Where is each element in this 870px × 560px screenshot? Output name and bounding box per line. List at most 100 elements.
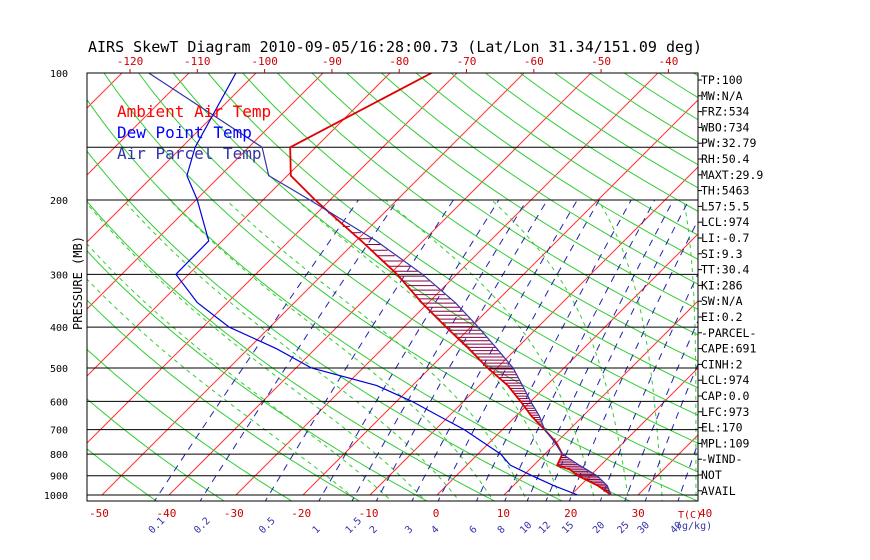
dry-adiabat-line — [103, 73, 698, 501]
mixing-ratio-line — [504, 199, 656, 501]
isotherm-line — [87, 73, 458, 444]
stability-index-label: TH:5463 — [701, 184, 750, 198]
stability-index-label: EI:0.2 — [701, 310, 743, 324]
isotherm-line — [302, 99, 698, 496]
stability-index-label: NOT — [701, 468, 722, 482]
bottom-temperature-tick-label: -30 — [224, 507, 244, 520]
dry-adiabat-line — [87, 150, 564, 501]
mixing-ratio-tick-label: 2 — [368, 524, 380, 536]
dry-adiabat-line — [138, 73, 698, 473]
pressure-tick-label: 600 — [50, 397, 68, 408]
mixing-ratio-line — [526, 199, 674, 501]
bottom-temperature-tick-label: 10 — [497, 507, 510, 520]
top-temperature-tick-label: -40 — [658, 55, 678, 68]
mixing-ratio-unit-label: (g/kg) — [676, 521, 712, 532]
dry-adiabat-line — [277, 73, 698, 362]
mixing-ratio-line — [318, 199, 500, 501]
dry-adiabat-line — [242, 73, 698, 389]
stability-index-label: FRZ:534 — [701, 105, 750, 119]
top-temperature-tick-label: -60 — [524, 55, 544, 68]
isotherm-line — [87, 73, 190, 176]
mixing-ratio-tick-label: 12 — [537, 520, 553, 536]
top-temperature-tick-label: -100 — [251, 55, 278, 68]
bottom-temperature-tick-label: 40 — [699, 507, 712, 520]
moist-adiabat-line — [296, 199, 562, 501]
mixing-ratio-tick-label: 25 — [615, 520, 631, 536]
stability-index-label: L57:5.5 — [701, 199, 749, 213]
top-temperature-tick-label: -80 — [389, 55, 409, 68]
dry-adiabat-line — [87, 299, 361, 501]
mixing-ratio-tick-label: 3 — [403, 524, 415, 536]
stability-index-label: MW:N/A — [701, 89, 743, 103]
dry-adiabat-line — [172, 73, 698, 444]
mixing-ratio-line — [545, 199, 690, 501]
dry-adiabat-line — [346, 73, 698, 310]
dry-adiabat-line — [87, 200, 496, 501]
moist-adiabat-line — [226, 199, 528, 501]
stability-index-label: EL:170 — [701, 421, 743, 435]
stability-index-label: WBO:734 — [701, 120, 750, 134]
stability-index-label: TP:100 — [701, 73, 743, 87]
moist-adiabat-line — [87, 278, 359, 501]
mixing-ratio-tick-label: 30 — [636, 520, 652, 536]
dry-adiabat-line — [485, 73, 698, 212]
stability-index-label: LFC:973 — [701, 405, 750, 419]
moist-adiabat-line — [491, 199, 630, 501]
pressure-tick-label: 400 — [50, 323, 68, 334]
pressure-tick-label: 800 — [50, 450, 68, 461]
mixing-ratio-line — [199, 199, 399, 501]
stability-index-label: MAXT:29.9 — [701, 168, 763, 182]
profile-lines — [148, 73, 612, 496]
isotherm-line — [168, 73, 592, 496]
mixing-ratio-line — [475, 199, 632, 501]
mixing-ratio-line — [568, 219, 698, 501]
isotherm-line — [436, 233, 698, 496]
stability-index-label: -WIND- — [701, 452, 743, 466]
cape-hatching — [328, 212, 612, 496]
ambient-air-temp-line — [289, 73, 612, 496]
stability-index-label: MPL:109 — [701, 436, 750, 450]
bottom-temperature-tick-label: 20 — [564, 507, 577, 520]
mixing-ratio-line — [411, 199, 578, 501]
moist-adiabat-line — [87, 202, 427, 501]
plot-frame — [86, 72, 699, 502]
mixing-ratio-line — [351, 199, 528, 501]
stability-index-label: PW:32.79 — [701, 136, 756, 150]
pressure-tick-label: 900 — [50, 472, 68, 483]
bottom-temperature-tick-label: 30 — [632, 507, 645, 520]
pressure-tick-label: 200 — [50, 196, 68, 207]
mixing-ratio-tick-label: 4 — [429, 524, 441, 536]
stability-index-label: -PARCEL- — [701, 326, 756, 340]
moist-adiabat-line — [597, 199, 663, 501]
pressure-tick-label: 1000 — [44, 491, 68, 502]
isotherm-line — [87, 73, 257, 243]
stability-index-label: AVAIL — [701, 484, 736, 498]
mixing-ratio-line — [153, 199, 359, 501]
stability-index-label: LI:-0.7 — [701, 231, 750, 245]
mixing-ratio-line — [677, 441, 698, 501]
bottom-temperature-tick-label: 0 — [433, 507, 440, 520]
dry-adiabat-line — [87, 348, 293, 501]
chart-title: AIRS SkewT Diagram 2010-09-05/16:28:00.7… — [88, 38, 702, 56]
stability-index-label: SI:9.3 — [701, 247, 743, 261]
chart-legend: Ambient Air Temp Dew Point Temp Air Parc… — [117, 102, 271, 163]
isotherm-line — [0, 73, 55, 495]
mixing-ratio-tick-label: 6 — [468, 524, 480, 536]
stability-index-label: CAP:0.0 — [701, 389, 750, 403]
legend-air-parcel-temp: Air Parcel Temp — [117, 144, 262, 163]
stability-index-label: SW:N/A — [701, 294, 743, 308]
pressure-tick-labels: 100 200 300 400 500 600 700 800 900 1000 — [44, 69, 68, 502]
top-temperature-ticks: -120 -110 -100 -90 -80 -70 -60 -50 -40 — [117, 55, 678, 73]
mixing-ratio-line — [624, 319, 698, 501]
isotherm-line — [503, 300, 698, 496]
top-temperature-tick-label: -50 — [591, 55, 611, 68]
mixing-ratio-tick-label: 8 — [496, 524, 508, 536]
air-parcel-temp-line — [148, 73, 612, 496]
dry-adiabat-line — [87, 398, 225, 501]
mixing-ratio-tick-label: 1 — [311, 524, 323, 536]
bottom-temperature-tick-label: -10 — [359, 507, 379, 520]
dry-adiabat-line — [415, 73, 698, 260]
mixing-ratio-line — [437, 199, 600, 501]
mixing-ratio-line — [264, 199, 454, 501]
